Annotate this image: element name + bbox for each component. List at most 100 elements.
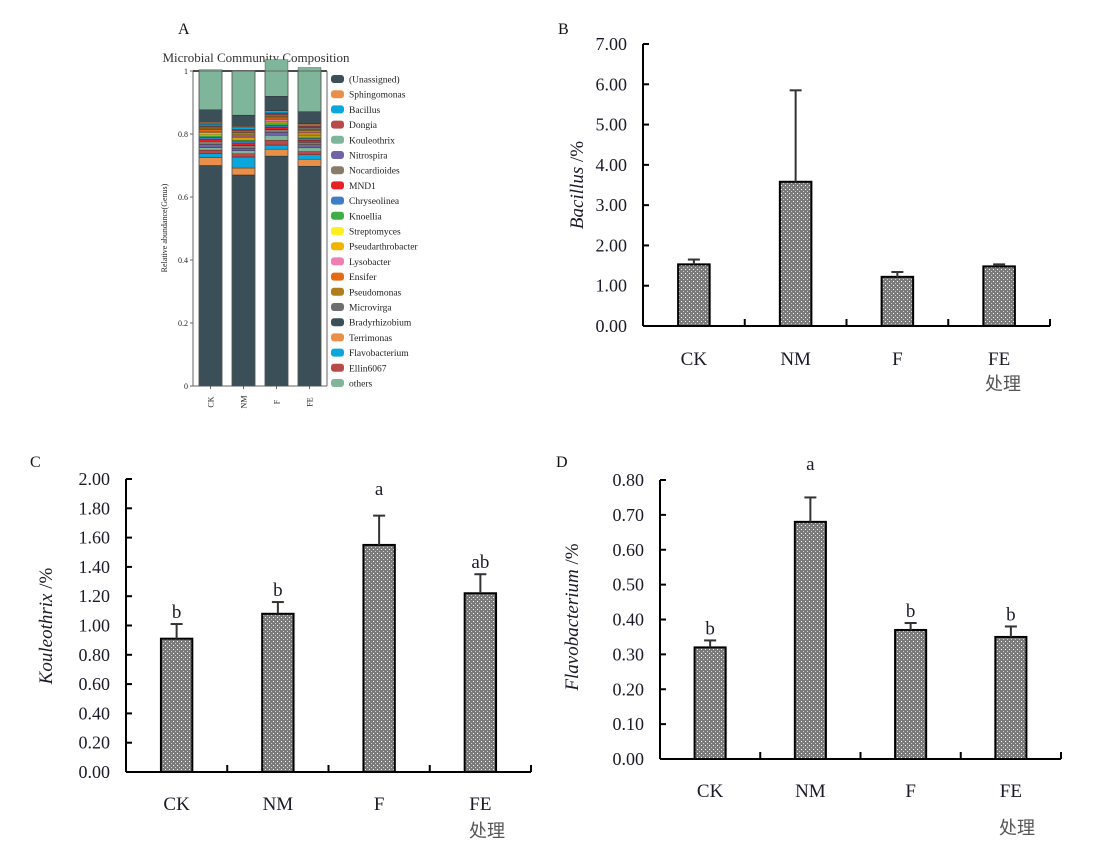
stacked-segment-bacillus — [264, 111, 289, 114]
chart-d-bar-nm — [793, 520, 827, 760]
chart-d-significance-letter: b — [1006, 604, 1016, 625]
chart-b-x-category-label: F — [892, 349, 903, 370]
stacked-segment-kouleothrix — [231, 150, 256, 154]
chart-c-y-tick-label: 0.80 — [79, 645, 111, 665]
chart-d-ylabel-genus: Flavobacterium — [562, 569, 583, 691]
stacked-segment--unassigned- — [231, 114, 256, 127]
legend-label: Microvirga — [349, 304, 392, 314]
chart-d-y-tick-label: 0.00 — [613, 749, 645, 769]
stacked-segment-knoellia — [297, 136, 322, 139]
chart-d-y-tick-label: 0.40 — [613, 610, 645, 630]
stacked-segment-dongia — [198, 124, 223, 127]
chart-c-bar-fe — [463, 592, 498, 774]
stacked-segment-bradyrhizobium — [264, 155, 289, 387]
legend-label: Lysobacter — [349, 258, 392, 268]
chart-c-y-tick-label: 1.60 — [79, 528, 111, 548]
chart-b-x-axis-title: 处理 — [985, 374, 1021, 395]
legend-label: Nitrospira — [349, 152, 388, 162]
stacked-segment-pseudarthrobacter — [231, 137, 256, 140]
legend-swatch — [331, 303, 344, 311]
stacked-segment-bacillus — [231, 127, 256, 130]
panel-c-kouleothrix-chart: C Kouleothrix /% 0.00 0.20 0.40 0.60 0.80 1.0… — [30, 454, 532, 842]
stacked-segment-terrimonas — [297, 159, 322, 167]
chart-a-ylabel: Relative abundance(Genus) — [160, 183, 169, 272]
chart-c-significance-letter: ab — [471, 552, 489, 573]
chart-a-y-tick-label: 0.4 — [178, 256, 188, 265]
chart-b-y-tick-label: 3.00 — [596, 195, 628, 215]
stacked-segment-ensifer — [264, 117, 289, 120]
chart-b-y-tick-label: 0.00 — [596, 316, 628, 336]
chart-c-x-category-label: FE — [469, 794, 491, 815]
chart-c-bar-f — [362, 543, 396, 773]
stacked-segment-lysobacter — [198, 131, 223, 133]
legend-swatch — [331, 120, 344, 129]
chart-b-x-category-label: NM — [780, 349, 811, 370]
chart-c-significance-letter: b — [172, 602, 182, 623]
stacked-segment--unassigned- — [264, 96, 289, 111]
legend-swatch — [331, 257, 344, 266]
chart-d-y-tick-label: 0.10 — [613, 714, 645, 734]
chart-c-x-category-label: F — [374, 794, 385, 815]
chart-b-x-category-label: FE — [988, 349, 1010, 370]
chart-a-x-tick-label: NM — [240, 396, 249, 409]
legend-label: Chryseolinea — [349, 197, 400, 207]
panel-a-stacked-chart: A Microbial Community Composition Relati… — [160, 21, 418, 408]
stacked-segment-streptomyces — [198, 134, 223, 137]
stacked-segment-flavobacterium — [231, 156, 256, 169]
chart-d-ylabel: Flavobacterium /% — [562, 543, 583, 691]
legend-label: MND1 — [349, 182, 376, 192]
chart-c-x-category-label: CK — [163, 794, 190, 815]
chart-c-y-tick-label: 1.40 — [79, 557, 111, 577]
chart-c-y-tick-label: 0.00 — [79, 762, 111, 782]
legend-label: Bradyrhizobium — [349, 319, 412, 329]
chart-c-y-tick-label: 0.20 — [79, 733, 111, 753]
stacked-segment-lysobacter — [264, 119, 289, 122]
stacked-bar-outline — [297, 70, 322, 387]
chart-c-ylabel: Kouleothrix /% — [36, 568, 57, 686]
chart-d-x-category-label: FE — [1000, 781, 1022, 802]
stacked-segment-mnd1 — [264, 126, 289, 130]
chart-c-ylabel-genus: Kouleothrix — [36, 593, 57, 685]
stacked-segment-pseudarthrobacter — [264, 120, 289, 123]
stacked-segment-ellin6067 — [231, 153, 256, 158]
stacked-segment-bradyrhizobium — [231, 174, 256, 387]
chart-b-y-tick-label: 4.00 — [596, 155, 628, 175]
chart-c-x-category-label: NM — [263, 794, 294, 815]
chart-b-ylabel-genus: Bacillus — [567, 167, 588, 229]
legend-label: Flavobacterium — [349, 349, 409, 359]
stacked-segment-kouleothrix — [198, 147, 223, 151]
panel-b-bacillus-chart: B Bacillus /% 0.00 1.00 2.00 3.00 4.00 5.00 6.… — [558, 21, 1051, 395]
stacked-segment-pseudomonas — [264, 116, 289, 119]
stacked-segment-flavobacterium — [264, 144, 289, 150]
stacked-segment--unassigned- — [297, 111, 322, 124]
stacked-bar-outline — [264, 70, 289, 387]
legend-swatch — [331, 379, 344, 387]
chart-c-y-tick-label: 0.60 — [79, 674, 111, 694]
stacked-segment-microvirga — [198, 126, 223, 129]
chart-c-y-tick-label: 2.00 — [79, 469, 111, 489]
legend-label: Terrimonas — [349, 334, 392, 344]
stacked-segment-others — [297, 67, 322, 112]
chart-d-x-category-label: F — [905, 781, 916, 802]
chart-c-significance-letter: a — [375, 479, 384, 500]
stacked-segment-nocardioides — [264, 129, 289, 133]
stacked-segment-kouleothrix — [264, 135, 289, 141]
stacked-segment-nitrospira — [297, 144, 322, 149]
chart-c-y-tick-label: 1.00 — [79, 616, 111, 636]
legend-swatch — [331, 333, 344, 342]
legend-swatch — [331, 181, 344, 190]
legend-label: Streptomyces — [349, 228, 401, 238]
panel-label-b: B — [558, 21, 569, 38]
stacked-segment-lysobacter — [297, 132, 322, 135]
stacked-segment-terrimonas — [231, 167, 256, 176]
stacked-segment-chryseolinea — [231, 141, 256, 144]
chart-d-y-tick-label: 0.20 — [613, 679, 645, 699]
chart-a-y-tick-label: 0 — [184, 382, 188, 391]
chart-a-title: Microbial Community Composition — [162, 50, 350, 65]
legend-swatch — [331, 135, 344, 144]
chart-c-x-axis-title: 处理 — [469, 821, 505, 842]
stacked-segment-bacillus — [297, 124, 322, 127]
chart-c-y-tick-label: 1.20 — [79, 586, 111, 606]
legend-swatch — [331, 318, 344, 327]
